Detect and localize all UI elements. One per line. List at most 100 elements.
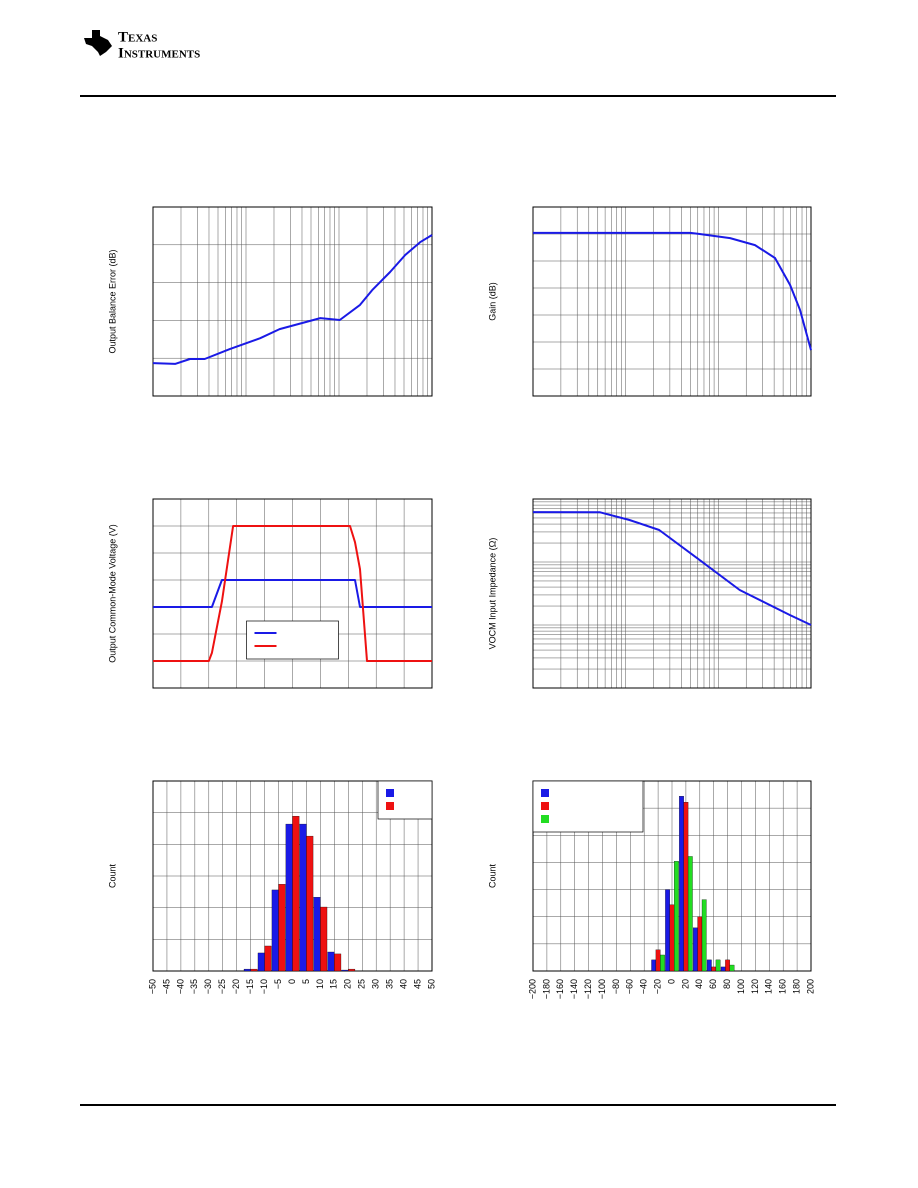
- bar: [292, 816, 300, 972]
- y-axis-label: VOCM Input Impedance (Ω): [487, 538, 497, 650]
- x-tick-label: −100: [597, 979, 607, 999]
- legend-swatch: [386, 802, 394, 810]
- y-axis-label: Gain (dB): [487, 282, 497, 321]
- x-tick-label: −200: [527, 979, 537, 999]
- x-tick-label: −60: [625, 979, 635, 994]
- y-axis-label: Output Common-Mode Voltage (V): [107, 524, 117, 663]
- x-tick-label: −50: [147, 979, 157, 994]
- bar: [257, 952, 265, 972]
- bar: [655, 949, 661, 972]
- legend-box: [377, 780, 433, 820]
- bar: [327, 951, 335, 972]
- x-tick-label: 40: [398, 979, 408, 989]
- x-tick-label: −140: [569, 979, 579, 999]
- x-tick-label: 10: [315, 979, 325, 989]
- x-tick-label: 120: [750, 979, 760, 994]
- x-tick-label: 0: [666, 979, 676, 984]
- bar: [711, 966, 717, 972]
- x-tick-label: −80: [611, 979, 621, 994]
- bar: [651, 959, 657, 972]
- bar: [306, 835, 314, 972]
- x-tick-label: −20: [231, 979, 241, 994]
- plot-frame: [532, 206, 812, 397]
- logo-line1: Texas: [118, 29, 157, 45]
- plot-frame: [152, 206, 433, 397]
- x-tick-label: 30: [371, 979, 381, 989]
- bar: [679, 796, 684, 972]
- bar: [701, 899, 707, 972]
- x-tick-label: −15: [245, 979, 255, 994]
- bar: [313, 897, 321, 972]
- plot-area: [153, 207, 432, 396]
- x-tick-label: 20: [343, 979, 353, 989]
- x-tick-label: 25: [357, 979, 367, 989]
- x-tick-label: 50: [426, 979, 436, 989]
- bar: [706, 959, 712, 972]
- x-tick-label: −20: [652, 979, 662, 994]
- bar: [725, 959, 730, 972]
- x-tick-label: −120: [583, 979, 593, 999]
- x-tick-label: 45: [412, 979, 422, 989]
- bar: [299, 823, 307, 972]
- x-tick-label: 20: [680, 979, 690, 989]
- x-tick-label: −160: [555, 979, 565, 999]
- bar: [278, 884, 286, 972]
- bar: [720, 966, 726, 972]
- series-line: [153, 525, 432, 662]
- legend-swatch: [541, 789, 549, 797]
- bar: [320, 906, 328, 972]
- plot-frame: [152, 498, 433, 689]
- legend-swatch: [541, 802, 549, 810]
- x-tick-label: 15: [329, 979, 339, 989]
- x-tick-label: 140: [764, 979, 774, 994]
- bar: [341, 969, 349, 972]
- bar: [669, 904, 675, 972]
- series-line: [532, 511, 812, 626]
- logo-mark: [84, 30, 112, 56]
- bar: [729, 964, 735, 972]
- footer-rule: [80, 1104, 836, 1106]
- bar: [687, 856, 693, 972]
- x-tick-label: −30: [203, 979, 213, 994]
- x-tick-label: −5: [273, 979, 283, 989]
- series-line: [152, 234, 433, 365]
- y-axis-label: Count: [107, 864, 117, 889]
- legend-box: [246, 620, 339, 660]
- x-tick-label: −40: [175, 979, 185, 994]
- legend-box: [532, 780, 644, 833]
- bar: [271, 889, 279, 972]
- bar: [660, 954, 665, 972]
- plot-area: [533, 207, 811, 396]
- x-tick-label: 60: [708, 979, 718, 989]
- plot-frame: [532, 498, 812, 689]
- x-tick-label: 180: [791, 979, 801, 994]
- legend-swatch: [386, 789, 394, 797]
- logo-line2: Instruments: [118, 45, 200, 61]
- x-tick-label: −180: [541, 979, 551, 999]
- bar: [715, 959, 721, 972]
- x-tick-label: 35: [385, 979, 395, 989]
- x-tick-label: −40: [639, 979, 649, 994]
- bar: [683, 802, 689, 972]
- series-line: [533, 231, 812, 351]
- x-tick-label: −25: [217, 979, 227, 994]
- x-tick-label: 200: [805, 979, 815, 994]
- x-tick-label: −35: [189, 979, 199, 994]
- x-tick-label: 80: [722, 979, 732, 989]
- bar: [693, 927, 698, 972]
- x-tick-label: 160: [778, 979, 788, 994]
- y-axis-label: Count: [487, 864, 497, 889]
- plot-area: [533, 499, 811, 688]
- bar: [697, 916, 703, 972]
- bar: [334, 953, 342, 972]
- bar: [674, 861, 679, 972]
- x-tick-label: 40: [694, 979, 704, 989]
- bar: [264, 945, 272, 972]
- bar: [250, 968, 258, 972]
- y-axis-label: Output Balance Error (dB): [107, 249, 117, 353]
- legend-swatch: [541, 815, 549, 823]
- x-tick-label: −10: [259, 979, 269, 994]
- bar: [348, 968, 356, 972]
- bar: [665, 889, 670, 972]
